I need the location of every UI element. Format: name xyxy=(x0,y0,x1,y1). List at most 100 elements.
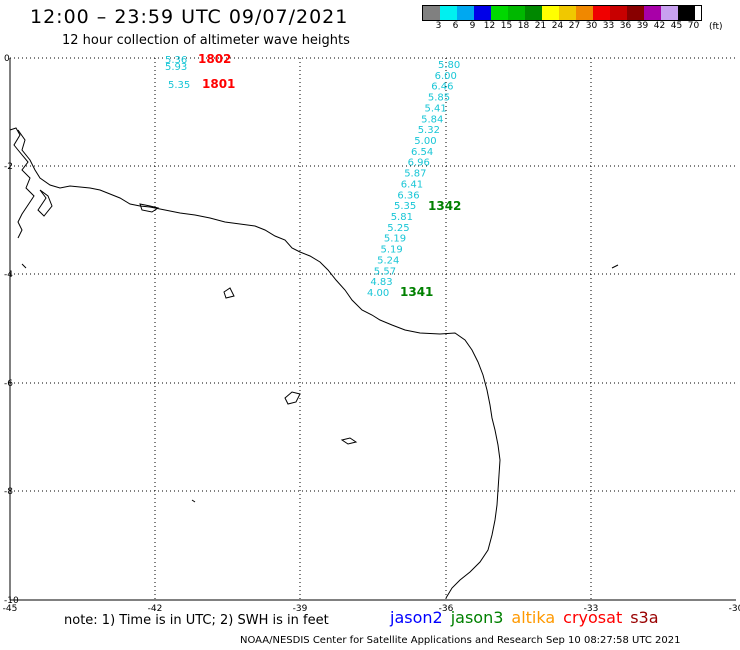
legend-label: 21 xyxy=(534,21,547,31)
y-tick-label: 0 xyxy=(4,54,10,64)
wave-height-value: 5.19 xyxy=(381,245,403,256)
legend-swatch xyxy=(525,6,542,20)
legend-label: 42 xyxy=(653,21,666,31)
x-tick-label: -42 xyxy=(148,604,163,614)
track-west-values: 5.365.93 5.35 xyxy=(165,55,190,91)
legend-label: 27 xyxy=(568,21,581,31)
legend-swatch xyxy=(423,6,440,20)
legend-label: 36 xyxy=(619,21,632,31)
legend-label: 24 xyxy=(551,21,564,31)
wave-height-value: 5.57 xyxy=(374,266,396,277)
wave-height-value: 5.24 xyxy=(377,255,399,266)
wave-height-value: 4.83 xyxy=(370,277,392,288)
map-grid xyxy=(10,57,736,600)
x-axis-ticks: -45 -42 -39 -36 -33 -30 xyxy=(3,604,740,614)
legend-label: 39 xyxy=(636,21,649,31)
legend-swatch xyxy=(576,6,593,20)
y-tick-label: -10 xyxy=(4,596,19,606)
coastline-nw-detail xyxy=(9,127,53,239)
coastline xyxy=(17,129,501,599)
island-6 xyxy=(21,263,27,269)
wave-height-value: 6.96 xyxy=(408,158,430,169)
satellite-jason3: jason3 xyxy=(450,608,504,627)
x-tick-label: -45 xyxy=(3,604,18,614)
legend-label: 6 xyxy=(452,21,459,31)
legend-swatch xyxy=(474,6,491,20)
map-title: 12:00 – 23:59 UTC 09/07/2021 xyxy=(30,6,349,28)
island-3 xyxy=(284,391,301,405)
footnote: note: 1) Time is in UTC; 2) SWH is in fe… xyxy=(64,613,329,628)
wave-height-value: 6.00 xyxy=(435,71,457,82)
legend-swatch xyxy=(508,6,525,20)
wave-height-value: 5.87 xyxy=(404,169,426,180)
legend-label: 30 xyxy=(585,21,598,31)
legend-label: 15 xyxy=(500,21,513,31)
island-2 xyxy=(223,287,235,299)
legend-swatch xyxy=(593,6,610,20)
y-tick-label: -6 xyxy=(4,379,13,389)
legend-label: 3 xyxy=(435,21,442,31)
wave-height-value: 5.93 xyxy=(165,62,187,73)
satellite-altika: altika xyxy=(511,608,556,627)
legend-labels: 3 6 9 12 15 18 21 24 27 30 33 36 39 42 45 70 xyxy=(430,21,702,31)
legend-swatch xyxy=(627,6,644,20)
track-east-values: 5.806.006.465.855.415.845.325.006.546.96… xyxy=(367,60,460,299)
satellite-key: jason2 jason3 altika cryosat s3a xyxy=(390,608,667,627)
x-tick-label: -30 xyxy=(729,604,740,614)
legend-swatch xyxy=(644,6,661,20)
wave-height-value: 5.41 xyxy=(425,103,447,114)
wave-height-value: 5.32 xyxy=(418,125,440,136)
wave-height-value: 4.00 xyxy=(367,288,389,299)
legend-label: 18 xyxy=(517,21,530,31)
legend-swatch xyxy=(559,6,576,20)
legend-unit: (ft) xyxy=(709,22,723,32)
legend-swatch xyxy=(661,6,678,20)
wave-height-value: 6.36 xyxy=(397,190,419,201)
map-subtitle: 12 hour collection of altimeter wave hei… xyxy=(62,33,350,48)
y-tick-label: -2 xyxy=(4,162,13,172)
legend-label: 33 xyxy=(602,21,615,31)
wave-height-value: 6.46 xyxy=(431,82,453,93)
wave-height-value: 6.54 xyxy=(411,147,433,158)
legend-swatch xyxy=(491,6,508,20)
legend-label: 70 xyxy=(687,21,700,31)
legend-label: 9 xyxy=(469,21,476,31)
wave-height-value: 5.35 xyxy=(168,80,190,91)
wave-height-legend: 3 6 9 12 15 18 21 24 27 30 33 36 39 42 45 70 (ft) xyxy=(422,5,723,32)
wave-height-value: 5.84 xyxy=(421,114,443,125)
island-5 xyxy=(611,264,619,269)
x-tick-label: -33 xyxy=(584,604,599,614)
x-tick-label: -36 xyxy=(439,604,454,614)
satellite-cryosat: cryosat xyxy=(563,608,623,627)
wave-height-value: 5.25 xyxy=(387,223,409,234)
island-7 xyxy=(191,499,196,503)
satellite-s3a: s3a xyxy=(630,608,659,627)
wave-height-value: 5.35 xyxy=(394,201,416,212)
legend-swatch xyxy=(610,6,627,20)
wave-height-value: 5.19 xyxy=(384,234,406,245)
legend-label: 45 xyxy=(670,21,683,31)
time-label-1802: 1802 xyxy=(198,52,231,66)
time-label-1801: 1801 xyxy=(202,77,235,91)
legend-swatch xyxy=(440,6,457,20)
wave-height-value: 5.00 xyxy=(414,136,436,147)
island-4 xyxy=(340,437,358,445)
time-label-1341: 1341 xyxy=(400,285,433,299)
satellite-jason2: jason2 xyxy=(390,608,443,627)
wave-height-value: 5.81 xyxy=(391,212,413,223)
y-tick-label: -8 xyxy=(4,487,13,497)
credit-line: NOAA/NESDIS Center for Satellite Applica… xyxy=(240,635,681,646)
legend-label: 12 xyxy=(483,21,496,31)
x-tick-label: -39 xyxy=(293,604,308,614)
y-tick-label: -4 xyxy=(4,270,13,280)
legend-swatch xyxy=(542,6,559,20)
legend-swatch xyxy=(457,6,474,20)
wave-height-value: 6.41 xyxy=(401,179,423,190)
wave-height-value: 5.36 xyxy=(165,55,187,66)
legend-color-bar xyxy=(422,5,702,21)
wave-height-value: 5.85 xyxy=(428,93,450,104)
legend-swatch xyxy=(678,6,695,20)
time-label-1342: 1342 xyxy=(428,199,461,213)
y-axis-ticks: 0 -2 -4 -6 -8 -10 xyxy=(4,54,19,606)
